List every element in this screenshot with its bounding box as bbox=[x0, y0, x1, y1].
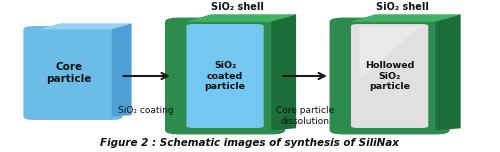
FancyBboxPatch shape bbox=[165, 18, 285, 134]
FancyBboxPatch shape bbox=[24, 26, 122, 120]
Text: Hollowed
SiO₂
particle: Hollowed SiO₂ particle bbox=[365, 61, 414, 91]
Polygon shape bbox=[350, 14, 461, 22]
Text: Core particle
dissolution: Core particle dissolution bbox=[276, 106, 334, 126]
Polygon shape bbox=[271, 14, 296, 130]
Polygon shape bbox=[186, 14, 296, 22]
FancyBboxPatch shape bbox=[330, 18, 450, 134]
Text: SiO₂ shell: SiO₂ shell bbox=[211, 2, 264, 12]
Text: SiO₂ coating: SiO₂ coating bbox=[118, 106, 174, 115]
Polygon shape bbox=[40, 23, 132, 29]
Text: Core
particle: Core particle bbox=[46, 62, 92, 84]
Polygon shape bbox=[112, 23, 132, 117]
Text: Figure 2 : Schematic images of synthesis of SiliNax: Figure 2 : Schematic images of synthesis… bbox=[100, 138, 400, 148]
FancyBboxPatch shape bbox=[351, 24, 428, 128]
FancyBboxPatch shape bbox=[186, 24, 264, 128]
Polygon shape bbox=[360, 27, 420, 79]
Text: SiO₂ shell: SiO₂ shell bbox=[376, 2, 428, 12]
Text: SiO₂
coated
particle: SiO₂ coated particle bbox=[204, 61, 246, 91]
Polygon shape bbox=[436, 14, 460, 130]
